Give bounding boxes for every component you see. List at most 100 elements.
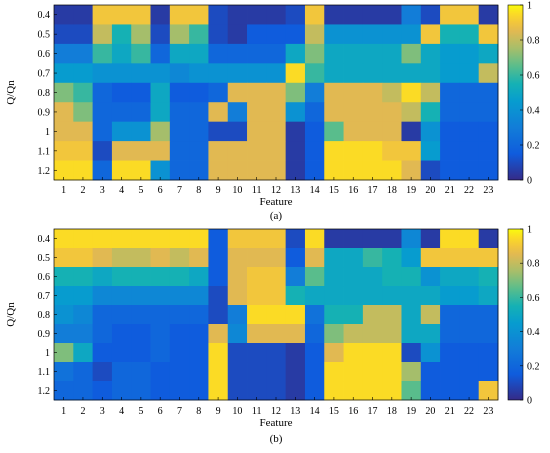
heatmap-cell (208, 362, 229, 382)
heatmap-cell (189, 248, 209, 268)
heatmap-cell (131, 248, 151, 268)
heatmap-panel-2: 0.40.50.60.70.80.911.11.21 2 3 4 5 6 7 8 9 10 11 12… (5, 225, 540, 446)
heatmap-cell (189, 381, 209, 401)
heatmap-cell (459, 160, 480, 181)
heatmap-cell (440, 141, 460, 161)
heatmap-cell (440, 102, 460, 123)
colorbar-tick-label: 0.6 (527, 293, 540, 304)
heatmap-cell (304, 141, 325, 161)
heatmap-cell (304, 43, 325, 64)
heatmap-cell (459, 324, 480, 344)
heatmap-cell (189, 102, 209, 123)
heatmap-cell (401, 267, 422, 287)
heatmap-cell (150, 24, 171, 45)
heatmap-cell (150, 267, 171, 287)
heatmap-cell (324, 362, 344, 382)
heatmap-cell (362, 286, 383, 306)
heatmap-cell (478, 24, 499, 45)
heatmap-cell (343, 63, 364, 84)
heatmap-cell (324, 267, 344, 287)
heatmap-cell (54, 82, 74, 103)
heatmap-cell (54, 267, 74, 287)
heatmap-cell (304, 160, 325, 181)
heatmap-cell (440, 381, 460, 401)
heatmap-cell (362, 121, 383, 142)
heatmap-cell (131, 141, 151, 161)
heatmap-cell (54, 43, 74, 64)
heatmap-cell (54, 63, 74, 84)
heatmap-cell (459, 121, 480, 142)
heatmap-cell (478, 248, 499, 268)
heatmap-cell (247, 43, 267, 64)
heatmap-cell (304, 324, 325, 344)
heatmap-cell (285, 381, 306, 401)
heatmap-cell (189, 286, 209, 306)
heatmap-cell (111, 141, 132, 161)
heatmap-cell (150, 324, 171, 344)
heatmap-cell (131, 82, 151, 103)
heatmap-cell (54, 343, 74, 363)
heatmap-cell (401, 43, 422, 64)
y-tick-label: 0.6 (38, 49, 51, 60)
heatmap-cell (73, 362, 93, 382)
heatmap-cell (478, 267, 499, 287)
x-tick-label: 7 (177, 185, 182, 196)
y-axis-label: Q/Qn (5, 80, 17, 105)
heatmap-cell (150, 229, 171, 249)
heatmap-cell (247, 5, 267, 25)
heatmap-cell (285, 229, 306, 249)
x-tick-label: 21 (445, 185, 455, 196)
x-tick-label: 12 (271, 406, 281, 417)
heatmap-cell (382, 141, 402, 161)
heatmap-cell (266, 305, 287, 325)
heatmap-cell (266, 121, 287, 142)
heatmap-cell (92, 381, 113, 401)
x-tick-label: 8 (196, 406, 201, 417)
y-tick-label: 0.9 (38, 107, 51, 118)
heatmap-cell (382, 43, 402, 64)
heatmap-cell (54, 121, 74, 142)
heatmap-cell (420, 82, 441, 103)
x-tick-label: 13 (290, 406, 300, 417)
heatmap-cell (362, 102, 383, 123)
heatmap-cell (247, 267, 267, 287)
x-tick-label: 15 (329, 406, 339, 417)
heatmap-cell (131, 121, 151, 142)
heatmap-cell (362, 24, 383, 45)
heatmap-cell (382, 267, 402, 287)
heatmap-cell (440, 160, 460, 181)
heatmap-cell (459, 381, 480, 401)
x-tick-label: 1 (61, 406, 66, 417)
heatmap-cell (92, 43, 113, 64)
heatmap-cell (420, 362, 441, 382)
heatmap-cell (362, 160, 383, 181)
heatmap-cell (478, 102, 499, 123)
heatmap-cell (343, 121, 364, 142)
x-tick-label: 4 (119, 406, 124, 417)
heatmap-cell (382, 229, 402, 249)
heatmap-cell (362, 305, 383, 325)
heatmap-cell (131, 362, 151, 382)
heatmap-cell (420, 305, 441, 325)
heatmap-cell (440, 267, 460, 287)
x-tick-label: 3 (100, 406, 105, 417)
heatmap-cell (478, 343, 499, 363)
heatmap-cell (189, 24, 209, 45)
heatmap-cell (285, 43, 306, 64)
heatmap-cell (459, 229, 480, 249)
heatmap-cell (401, 381, 422, 401)
heatmap-cell (459, 141, 480, 161)
heatmap-cell (150, 63, 171, 84)
heatmap-cell (324, 121, 344, 142)
y-axis-label: Q/Qn (5, 302, 17, 327)
heatmap-cell (92, 121, 113, 142)
heatmap-cell (285, 286, 306, 306)
heatmap-cell (208, 121, 229, 142)
heatmap-cell (227, 324, 248, 344)
heatmap-cell (382, 102, 402, 123)
heatmap-cell (92, 267, 113, 287)
heatmap-cell (440, 343, 460, 363)
x-tick-label: 3 (100, 185, 105, 196)
heatmap-cell (324, 5, 344, 25)
heatmap-cell (54, 229, 74, 249)
